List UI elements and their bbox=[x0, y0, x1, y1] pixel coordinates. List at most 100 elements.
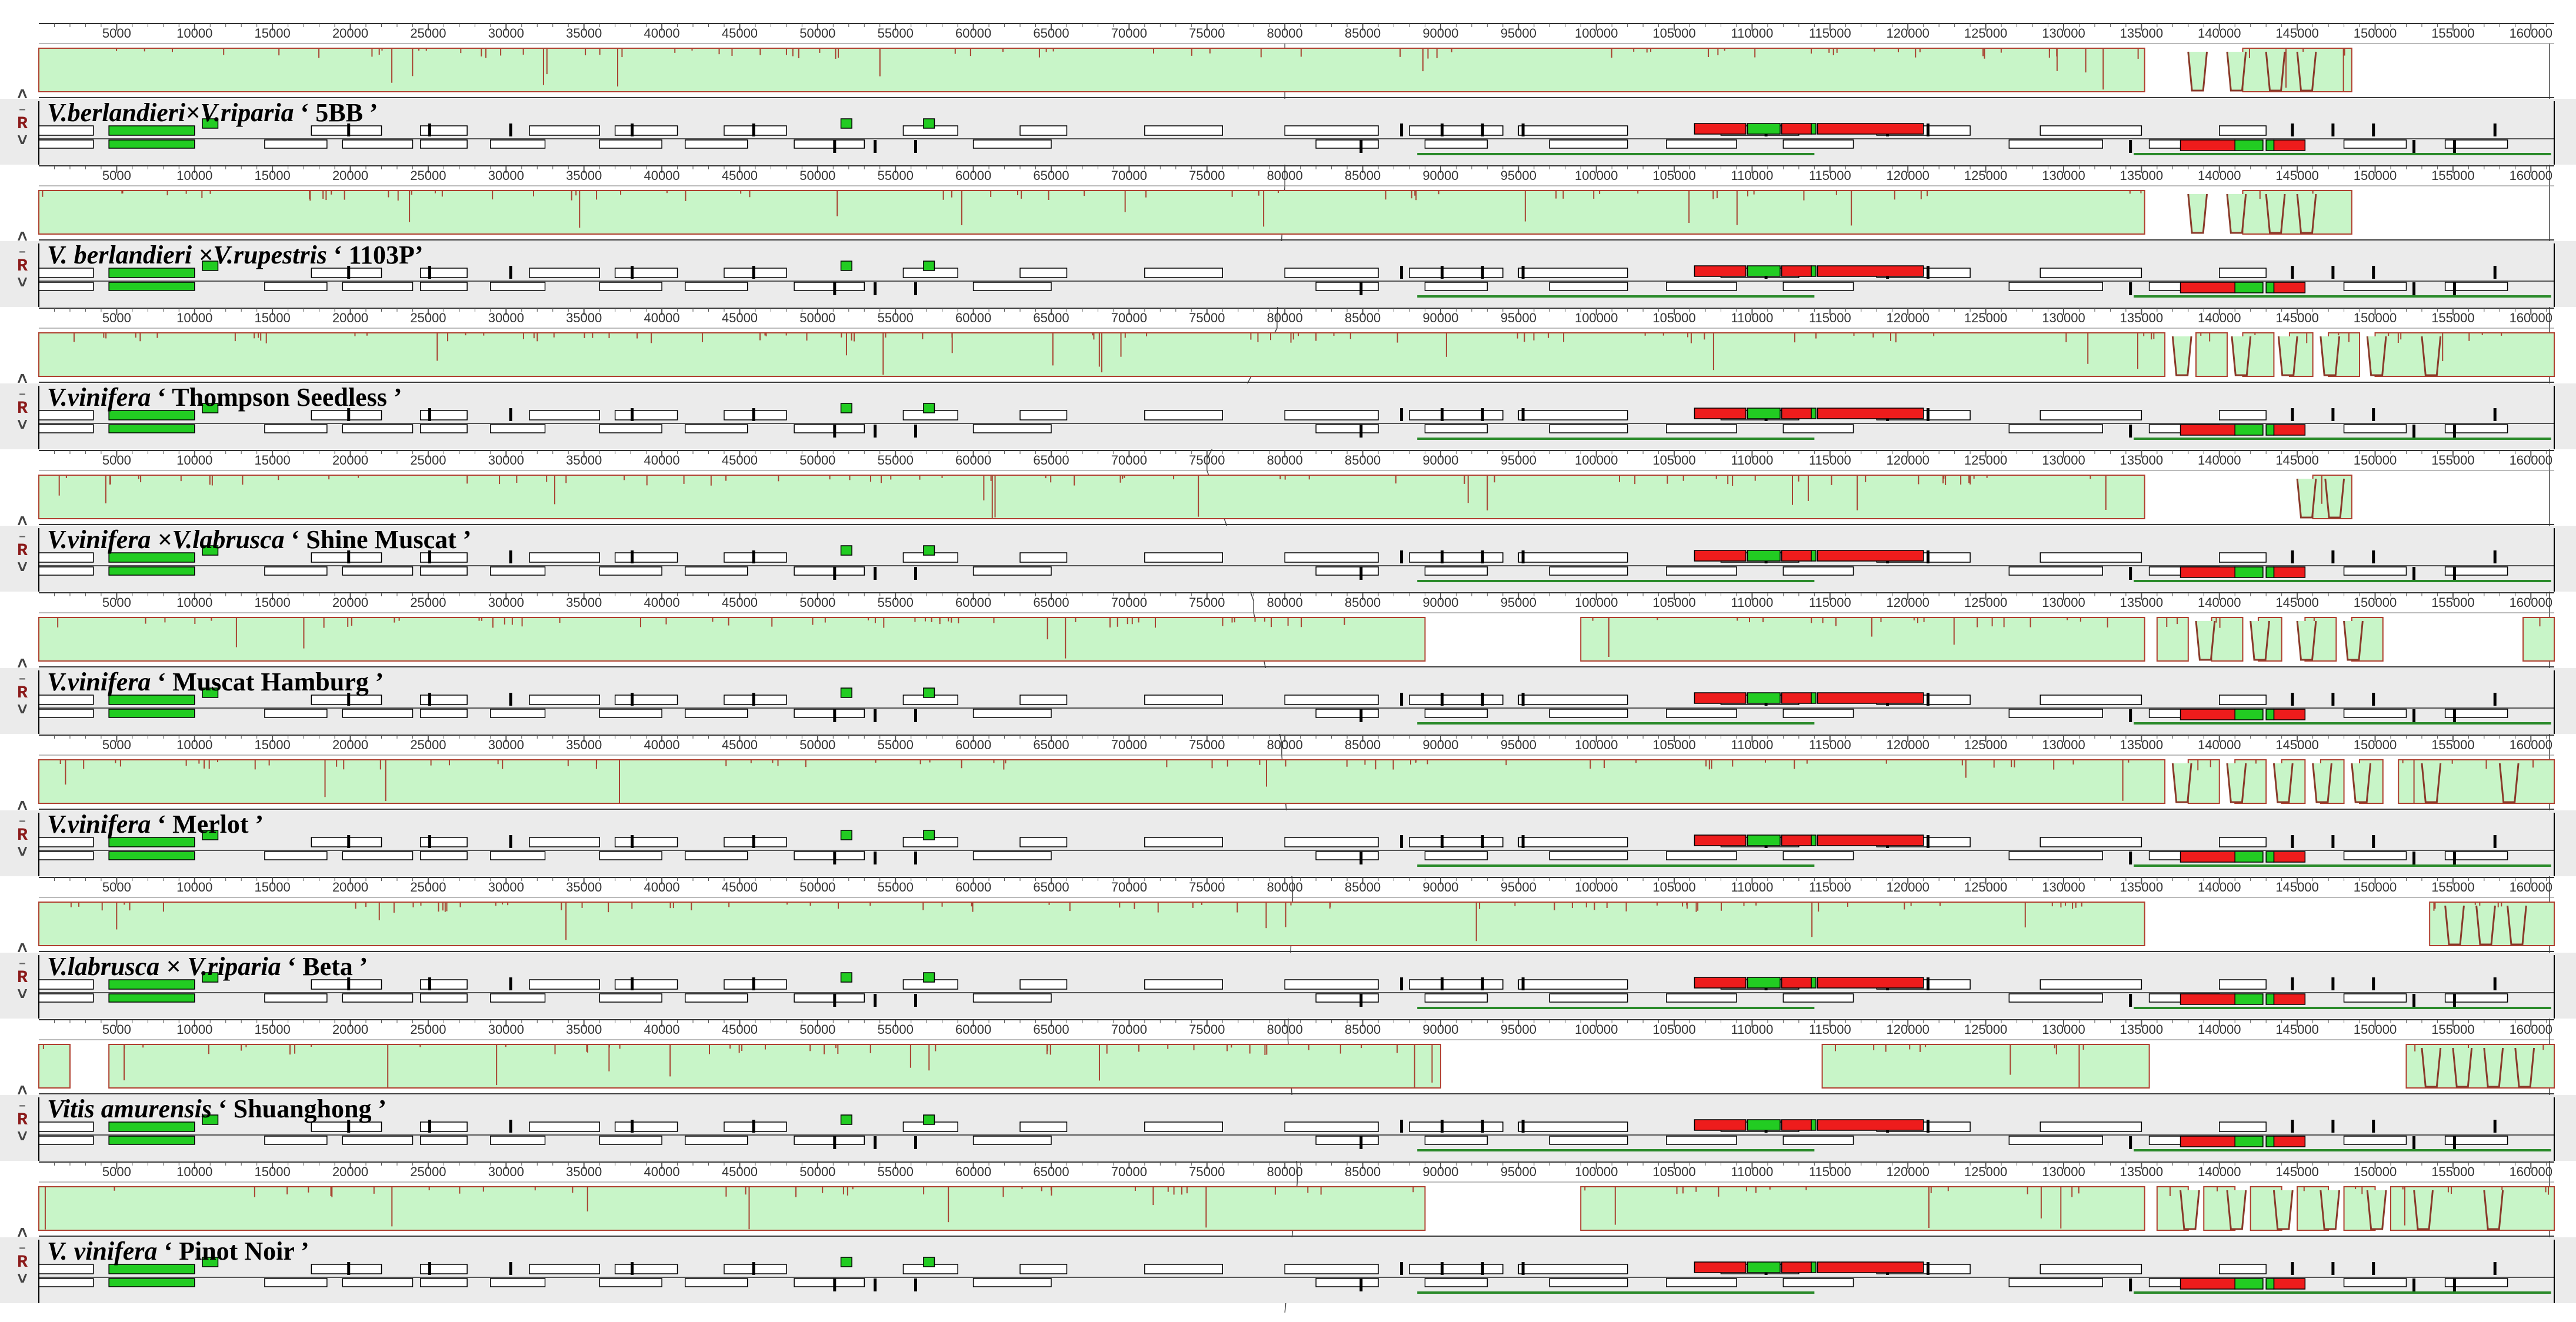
gene-feature[interactable] bbox=[2343, 1136, 2407, 1145]
rrna-feature[interactable] bbox=[1781, 692, 1812, 704]
gene-feature[interactable] bbox=[311, 837, 382, 847]
gene-feature[interactable] bbox=[529, 125, 600, 136]
gene-feature[interactable] bbox=[1782, 424, 1854, 433]
trna-green-feature[interactable] bbox=[923, 830, 935, 840]
hide-panel-button[interactable]: – bbox=[18, 672, 26, 686]
rrna-green-feature[interactable] bbox=[1747, 408, 1781, 419]
trna-feature[interactable] bbox=[833, 140, 837, 153]
trna-feature[interactable] bbox=[1440, 1120, 1444, 1133]
trna-feature[interactable] bbox=[347, 1120, 351, 1133]
gene-feature[interactable] bbox=[2218, 979, 2267, 990]
gene-feature[interactable] bbox=[1144, 410, 1223, 420]
trna-feature[interactable] bbox=[2452, 852, 2456, 864]
gene-feature[interactable] bbox=[2444, 566, 2508, 576]
gene-feature[interactable] bbox=[2444, 282, 2508, 291]
trna-feature[interactable] bbox=[1359, 425, 1363, 438]
lcb-block[interactable] bbox=[38, 902, 2145, 946]
gene-feature[interactable] bbox=[38, 979, 94, 990]
gene-feature[interactable] bbox=[311, 695, 382, 705]
gene-feature[interactable] bbox=[724, 410, 787, 420]
rrna-feature[interactable] bbox=[1694, 408, 1747, 419]
gene-feature[interactable] bbox=[1424, 993, 1488, 1003]
gene-feature[interactable] bbox=[1518, 837, 1628, 847]
reverse-complement-button[interactable]: R bbox=[16, 256, 28, 276]
gene-feature[interactable] bbox=[1144, 552, 1223, 563]
gene-feature[interactable] bbox=[2218, 1121, 2267, 1132]
gene-feature[interactable] bbox=[1315, 1278, 1379, 1287]
trna-feature[interactable] bbox=[1926, 1120, 1929, 1133]
gene-feature[interactable] bbox=[419, 993, 468, 1003]
gene-feature[interactable] bbox=[264, 424, 328, 433]
rrna-green-feature[interactable] bbox=[2265, 993, 2275, 1005]
hide-panel-button[interactable]: – bbox=[18, 956, 26, 971]
rrna-feature[interactable] bbox=[1781, 550, 1812, 562]
gene-feature[interactable] bbox=[1019, 695, 1068, 705]
gene-feature[interactable] bbox=[1549, 1278, 1628, 1287]
lcb-block[interactable] bbox=[38, 190, 2145, 235]
gene-feature[interactable] bbox=[2444, 1278, 2508, 1287]
trna-feature[interactable] bbox=[2129, 709, 2132, 722]
gene-feature[interactable] bbox=[685, 1278, 748, 1287]
gene-feature[interactable] bbox=[342, 1136, 414, 1145]
move-up-icon[interactable]: ˄ bbox=[16, 86, 28, 106]
gene-feature[interactable] bbox=[1144, 979, 1223, 990]
gene-feature[interactable] bbox=[419, 1121, 468, 1132]
hide-panel-button[interactable]: – bbox=[18, 102, 26, 117]
trna-feature[interactable] bbox=[2291, 693, 2294, 706]
rrna-feature[interactable] bbox=[1781, 977, 1812, 989]
trna-feature[interactable] bbox=[1400, 550, 1404, 563]
gene-feature[interactable] bbox=[1549, 424, 1628, 433]
gene-feature[interactable] bbox=[685, 139, 748, 149]
reverse-complement-button[interactable]: R bbox=[16, 826, 28, 846]
move-down-icon[interactable]: ˅ bbox=[16, 416, 28, 436]
gene-feature[interactable] bbox=[38, 282, 94, 291]
rrna-feature[interactable] bbox=[1694, 123, 1747, 135]
trna-feature[interactable] bbox=[2412, 1278, 2416, 1291]
rrna-feature[interactable] bbox=[2273, 851, 2306, 863]
gene-feature[interactable] bbox=[108, 851, 195, 860]
trna-green-feature[interactable] bbox=[202, 687, 219, 698]
gene-feature[interactable] bbox=[1315, 139, 1379, 149]
trna-feature[interactable] bbox=[347, 408, 351, 421]
gene-feature[interactable] bbox=[972, 139, 1052, 149]
rrna-green-feature[interactable] bbox=[1747, 265, 1781, 277]
gene-feature[interactable] bbox=[529, 410, 600, 420]
gene-feature[interactable] bbox=[2218, 410, 2267, 420]
rrna-feature[interactable] bbox=[1817, 123, 1924, 135]
trna-feature[interactable] bbox=[2291, 977, 2294, 990]
rrna-green-feature[interactable] bbox=[1747, 1261, 1781, 1273]
gene-feature[interactable] bbox=[529, 837, 600, 847]
trna-feature[interactable] bbox=[2412, 994, 2416, 1007]
trna-feature[interactable] bbox=[347, 550, 351, 563]
gene-feature[interactable] bbox=[724, 1264, 787, 1274]
gene-feature[interactable] bbox=[264, 282, 328, 291]
lcb-block[interactable] bbox=[2211, 617, 2244, 662]
gene-feature[interactable] bbox=[972, 1136, 1052, 1145]
gene-feature[interactable] bbox=[490, 851, 546, 860]
trna-feature[interactable] bbox=[914, 709, 917, 722]
gene-feature[interactable] bbox=[1424, 566, 1488, 576]
rrna-feature[interactable] bbox=[1781, 834, 1812, 846]
gene-feature[interactable] bbox=[1409, 268, 1504, 278]
lcb-block[interactable] bbox=[38, 617, 1426, 662]
gene-feature[interactable] bbox=[1666, 566, 1737, 576]
gene-feature[interactable] bbox=[529, 552, 600, 563]
gene-feature[interactable] bbox=[2218, 837, 2267, 847]
trna-feature[interactable] bbox=[2452, 994, 2456, 1007]
gene-feature[interactable] bbox=[2008, 139, 2103, 149]
rrna-green-feature[interactable] bbox=[2234, 851, 2264, 863]
gene-feature[interactable] bbox=[38, 1136, 94, 1145]
rrna-feature[interactable] bbox=[2180, 282, 2235, 293]
move-down-icon[interactable]: ˅ bbox=[16, 132, 28, 152]
trna-feature[interactable] bbox=[874, 140, 877, 153]
rrna-feature[interactable] bbox=[1781, 265, 1812, 277]
gene-feature[interactable] bbox=[1409, 837, 1504, 847]
trna-green-feature[interactable] bbox=[202, 1257, 219, 1267]
trna-feature[interactable] bbox=[509, 1120, 512, 1133]
gene-feature[interactable] bbox=[419, 139, 468, 149]
gene-feature[interactable] bbox=[2444, 993, 2508, 1003]
trna-green-feature[interactable] bbox=[202, 261, 219, 271]
gene-feature[interactable] bbox=[1666, 851, 1737, 860]
rrna-feature[interactable] bbox=[2273, 139, 2306, 151]
gene-feature[interactable] bbox=[972, 709, 1052, 718]
